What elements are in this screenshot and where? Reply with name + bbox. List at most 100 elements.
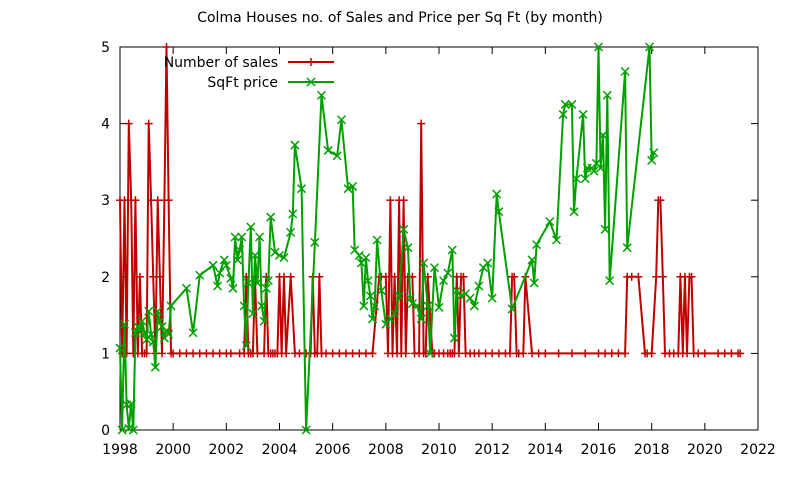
data-point <box>700 349 709 358</box>
data-point <box>181 283 191 293</box>
data-point <box>354 250 364 260</box>
data-point <box>361 253 371 263</box>
data-point <box>403 243 413 253</box>
x-tick-label: 2004 <box>262 442 298 458</box>
data-point <box>301 425 311 435</box>
x-tick-label: 2006 <box>315 442 351 458</box>
data-point <box>581 349 590 358</box>
data-point <box>634 272 643 281</box>
data-point <box>162 43 171 51</box>
y-tick-label: 2 <box>101 270 110 286</box>
data-point <box>215 268 225 278</box>
data-point <box>589 166 599 176</box>
data-point <box>507 304 517 314</box>
data-point <box>405 293 415 303</box>
x-tick-label: 2008 <box>368 442 404 458</box>
data-point <box>359 301 369 311</box>
data-point <box>232 255 243 265</box>
data-point <box>487 293 497 303</box>
chart-title: Colma Houses no. of Sales and Price per … <box>197 10 603 26</box>
data-point <box>447 245 457 255</box>
data-point <box>237 232 247 242</box>
x-tick-label: 1998 <box>102 442 138 458</box>
data-point <box>128 425 138 435</box>
data-point <box>394 291 404 301</box>
y-tick-label: 5 <box>101 40 110 56</box>
legend-label: Number of sales <box>164 55 278 71</box>
series-sqft-price <box>115 42 659 435</box>
data-point <box>381 272 390 281</box>
data-point <box>541 349 550 358</box>
data-point <box>593 42 604 52</box>
data-point <box>252 278 262 288</box>
data-point <box>736 349 745 358</box>
data-point <box>139 328 149 338</box>
data-point <box>527 255 537 265</box>
data-point <box>343 184 353 194</box>
data-point <box>144 306 154 316</box>
data-point <box>399 224 409 234</box>
x-tick-label: 2016 <box>581 442 617 458</box>
data-point <box>443 268 453 278</box>
data-point <box>569 207 579 217</box>
data-point <box>598 130 608 140</box>
data-point <box>658 272 667 281</box>
data-point <box>622 243 632 253</box>
x-tick-label: 2010 <box>421 442 457 458</box>
axes: 1998 2000 2002 2004 2006 2008 2010 2012 2014 2016… <box>101 40 776 458</box>
legend-label: SqFt price <box>207 75 278 91</box>
data-point <box>578 109 588 119</box>
data-point <box>124 119 133 128</box>
data-point <box>208 260 218 270</box>
data-point <box>368 349 377 358</box>
data-point <box>226 273 236 283</box>
data-point <box>348 181 358 191</box>
data-point <box>532 240 542 250</box>
data-point <box>560 99 570 109</box>
data-point <box>137 316 147 326</box>
x-tick-label: 2012 <box>474 442 510 458</box>
data-point <box>368 314 378 324</box>
data-point <box>687 272 696 281</box>
data-point <box>144 119 153 128</box>
data-point <box>219 255 229 265</box>
series-number-of-sales <box>116 43 745 358</box>
data-point <box>419 258 429 268</box>
data-point <box>235 245 245 255</box>
data-point <box>545 217 555 227</box>
data-point <box>434 302 444 312</box>
data-point <box>605 276 615 286</box>
data-point <box>158 349 167 358</box>
data-point <box>494 207 504 217</box>
data-point <box>282 349 291 358</box>
data-point <box>620 66 630 77</box>
data-point <box>164 329 174 339</box>
data-point <box>263 276 273 286</box>
data-point <box>188 328 198 338</box>
data-point <box>416 314 426 324</box>
data-point <box>456 291 466 301</box>
data-point <box>332 151 342 161</box>
data-point <box>270 247 280 257</box>
y-tick-label: 1 <box>101 346 110 362</box>
data-point <box>336 115 346 125</box>
data-point <box>286 227 296 237</box>
data-point <box>274 250 285 260</box>
data-point <box>645 42 655 52</box>
data-point <box>246 222 256 232</box>
data-point <box>647 155 657 165</box>
data-point <box>438 276 449 286</box>
data-point <box>310 237 320 247</box>
data-point <box>250 250 260 260</box>
data-point <box>323 145 333 155</box>
data-point <box>115 343 125 353</box>
data-point <box>567 99 577 109</box>
legend: Number of sales SqFt price <box>164 55 334 91</box>
data-point <box>417 119 426 128</box>
data-point <box>248 309 258 319</box>
data-point <box>465 293 475 303</box>
data-point <box>241 341 251 351</box>
data-point <box>390 309 400 319</box>
data-point <box>399 196 408 205</box>
